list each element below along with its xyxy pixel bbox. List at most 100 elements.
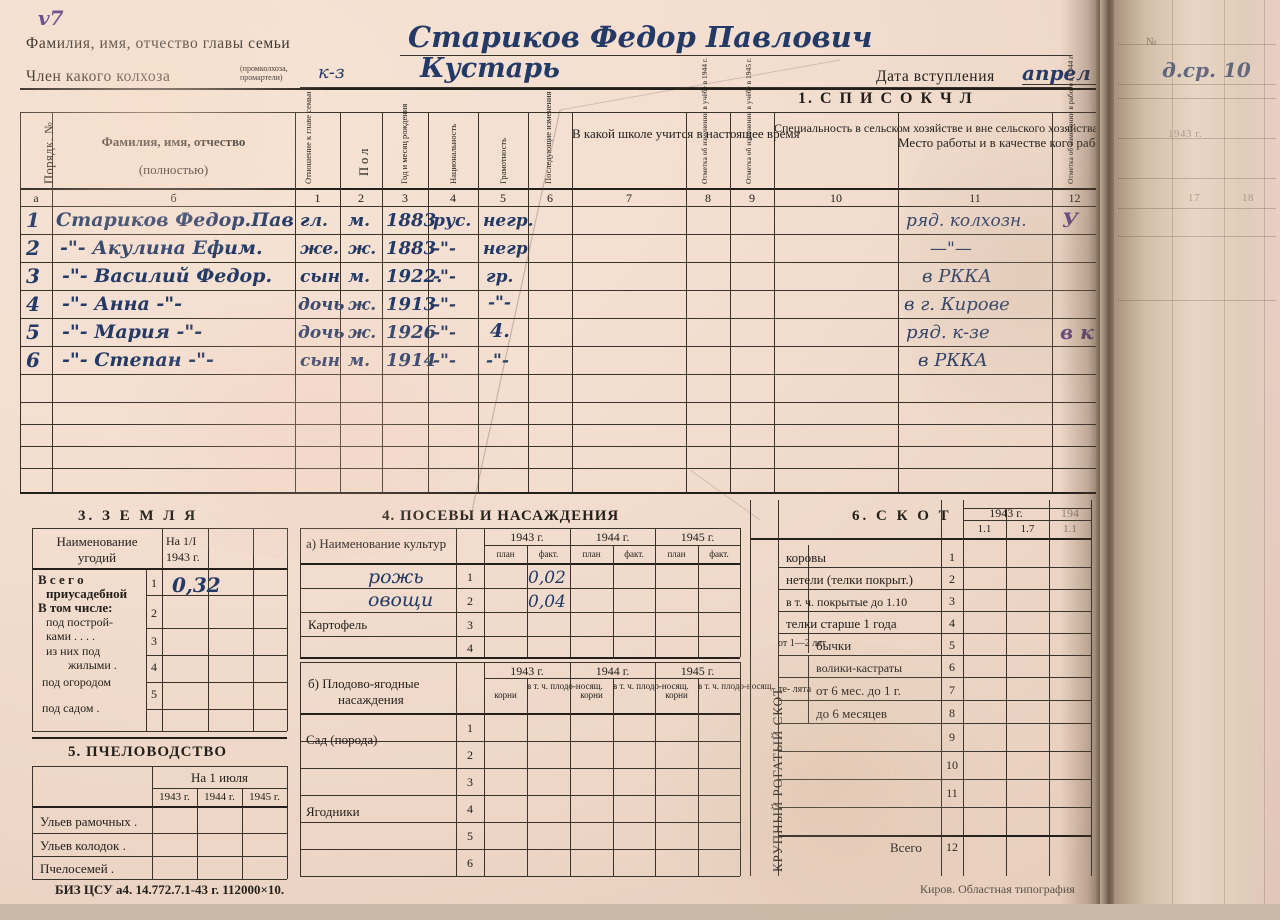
section4-a-row-printed: Картофель xyxy=(308,617,368,632)
row-work-change-mark: У xyxy=(1062,208,1079,232)
section6-row-num: 6 xyxy=(949,660,955,674)
section5-period-header: На 1 июля xyxy=(191,770,248,785)
row-birth-year: 1926 xyxy=(386,322,437,343)
section6-title: 6. С К О Т xyxy=(852,508,952,524)
table-row: 1 xyxy=(26,208,40,232)
row-birth-year: 1883 xyxy=(386,238,437,259)
section6-row-num: 11 xyxy=(946,786,958,800)
section6-row-label: в т. ч. покрытые до 1.10 xyxy=(786,595,908,609)
section3-row-label: жилыми . xyxy=(68,658,117,672)
row-birth-year: 1914 xyxy=(386,350,437,371)
row-fullname: -"- Акулина Ефим. xyxy=(60,237,263,259)
col-header-subsequent-changes: Последующие изменения xyxy=(543,91,553,184)
section3-year-header-2: 1943 г. xyxy=(166,550,200,564)
section4-a-subcol: план xyxy=(582,549,601,559)
section4-a-subcol: факт. xyxy=(709,549,729,559)
section4-b-row-num: 2 xyxy=(467,748,473,762)
section1-title: 1. С П И С О К Ч Л xyxy=(798,90,974,107)
section6-subcol: 1.1 xyxy=(977,523,992,535)
row-birth-year: 1883 xyxy=(386,210,437,231)
col-header-relation-text: Отношение к главе семьи xyxy=(303,91,313,184)
section6-row-num: 2 xyxy=(949,572,955,586)
table-row: 5 xyxy=(26,320,40,344)
row-literacy: гр. xyxy=(486,267,514,287)
section4-b-subcol: корни xyxy=(494,690,517,700)
section4-a-value-1943-fact: 0,02 xyxy=(528,568,566,588)
row-order-no: 6 xyxy=(26,348,40,372)
section4-b-subcol-text: в т. ч. плодо-носящ. xyxy=(527,681,603,691)
section4-b-subcol: корни xyxy=(580,690,603,700)
section3-col-header: Наименование xyxy=(56,534,138,549)
section4-b-subcol: корни xyxy=(665,690,688,700)
section3-row-label: В с е г о xyxy=(38,572,84,587)
row-nationality: -"- xyxy=(433,323,456,343)
section5-row-label: Ульев рамочных . xyxy=(40,814,138,829)
row-sex: ж. xyxy=(348,323,377,343)
row-workplace: в РККА xyxy=(922,266,992,287)
section3-row-label: из них под xyxy=(46,644,101,658)
section6-row-num: 3 xyxy=(949,594,955,608)
row-birth-year: 1913 xyxy=(386,294,437,315)
section5-year-1944: 1944 г. xyxy=(204,791,235,803)
section4-b-row-num: 5 xyxy=(467,829,473,843)
row-literacy: негр xyxy=(483,239,528,259)
row-fullname: -"- Степан -"- xyxy=(62,349,214,371)
section6-row-num: 8 xyxy=(949,706,955,720)
row-workplace: ряд. колхозн. xyxy=(906,211,1027,231)
row-order-no: 4 xyxy=(26,292,40,316)
section5-title: 5. ПЧЕЛОВОДСТВО xyxy=(68,744,228,760)
join-date-label: Дата вступления xyxy=(876,68,995,85)
section4-a-value-1943-fact: 0,04 xyxy=(528,592,566,612)
col-header-sex: Пол xyxy=(357,145,371,176)
table-row: 6 xyxy=(26,348,40,372)
section6-row-num: 10 xyxy=(946,758,958,772)
section4-b-row-num: 6 xyxy=(467,856,473,870)
row-relation: же. xyxy=(300,239,339,259)
row-relation: сын xyxy=(300,267,341,287)
row-relation: гл. xyxy=(300,211,328,231)
row-sex: м. xyxy=(348,351,371,371)
section6-row-label: телки старше 1 года xyxy=(786,616,897,631)
row-sex: ж. xyxy=(348,239,377,259)
row-literacy: 4. xyxy=(490,320,510,342)
kolkhoz-value: Кустарь xyxy=(420,53,560,84)
section3-row-num: 5 xyxy=(151,687,157,701)
col-header-fullname: Фамилия, имя, отчество xyxy=(101,134,246,149)
section3-row-label: ками . . . . xyxy=(46,629,95,643)
family-head-value: Стариков Федор Павлович xyxy=(408,20,873,54)
table-row: 4 xyxy=(26,292,40,316)
form-sheet: v7 Фамилия, имя, отчество главы семьи Ст… xyxy=(20,6,1125,897)
section4-b-row-num: 3 xyxy=(467,775,473,789)
footer-right: Киров. Областная типография xyxy=(920,882,1075,896)
row-literacy: -"- xyxy=(486,351,509,371)
section3-col-header-2: угодий xyxy=(77,550,117,565)
row-literacy: -"- xyxy=(488,293,511,313)
colnum-1: 1 xyxy=(314,191,321,205)
row-relation: сын xyxy=(300,351,341,371)
section4-b-row-num: 4 xyxy=(467,802,473,816)
row-sex: ж. xyxy=(348,295,377,315)
section4-b-label-2: насаждения xyxy=(338,692,404,707)
kolkhoz-sub-label-2: промартели) xyxy=(240,73,283,82)
section4-a-subcol: факт. xyxy=(538,549,559,559)
row-work-change-mark: в к xyxy=(1060,320,1094,344)
row-nationality: рус. xyxy=(433,211,472,231)
row-fullname: Стариков Федор.Пав xyxy=(56,209,294,231)
row-sex: м. xyxy=(348,211,371,231)
table-row: 3 xyxy=(26,264,40,288)
colnum-11: 11 xyxy=(969,191,981,205)
col-header-specialty: Специальность в сельском хозяйстве и вне… xyxy=(774,120,1098,136)
section5-year-1945: 1945 г. xyxy=(249,791,280,803)
row-workplace: в г. Кирове xyxy=(904,294,1010,315)
section6-row-label: волики-кастраты xyxy=(816,661,903,675)
section4-b-row-num: 1 xyxy=(467,721,473,735)
section5-row-label: Ульев колодок . xyxy=(40,838,126,853)
kolkhoz-prefix: к-з xyxy=(318,62,345,83)
section3-row-num: 1 xyxy=(151,576,157,590)
section4-b-subcol: в т. ч. плодо-носящ. xyxy=(698,681,774,691)
section4-a-subcol: план xyxy=(667,549,686,559)
section4-b-label: б) Плодово-ягодные xyxy=(308,676,420,691)
section6-row-num: 5 xyxy=(949,638,955,652)
colnum-4: 4 xyxy=(450,191,456,205)
join-date-value: апрел xyxy=(1022,61,1091,85)
